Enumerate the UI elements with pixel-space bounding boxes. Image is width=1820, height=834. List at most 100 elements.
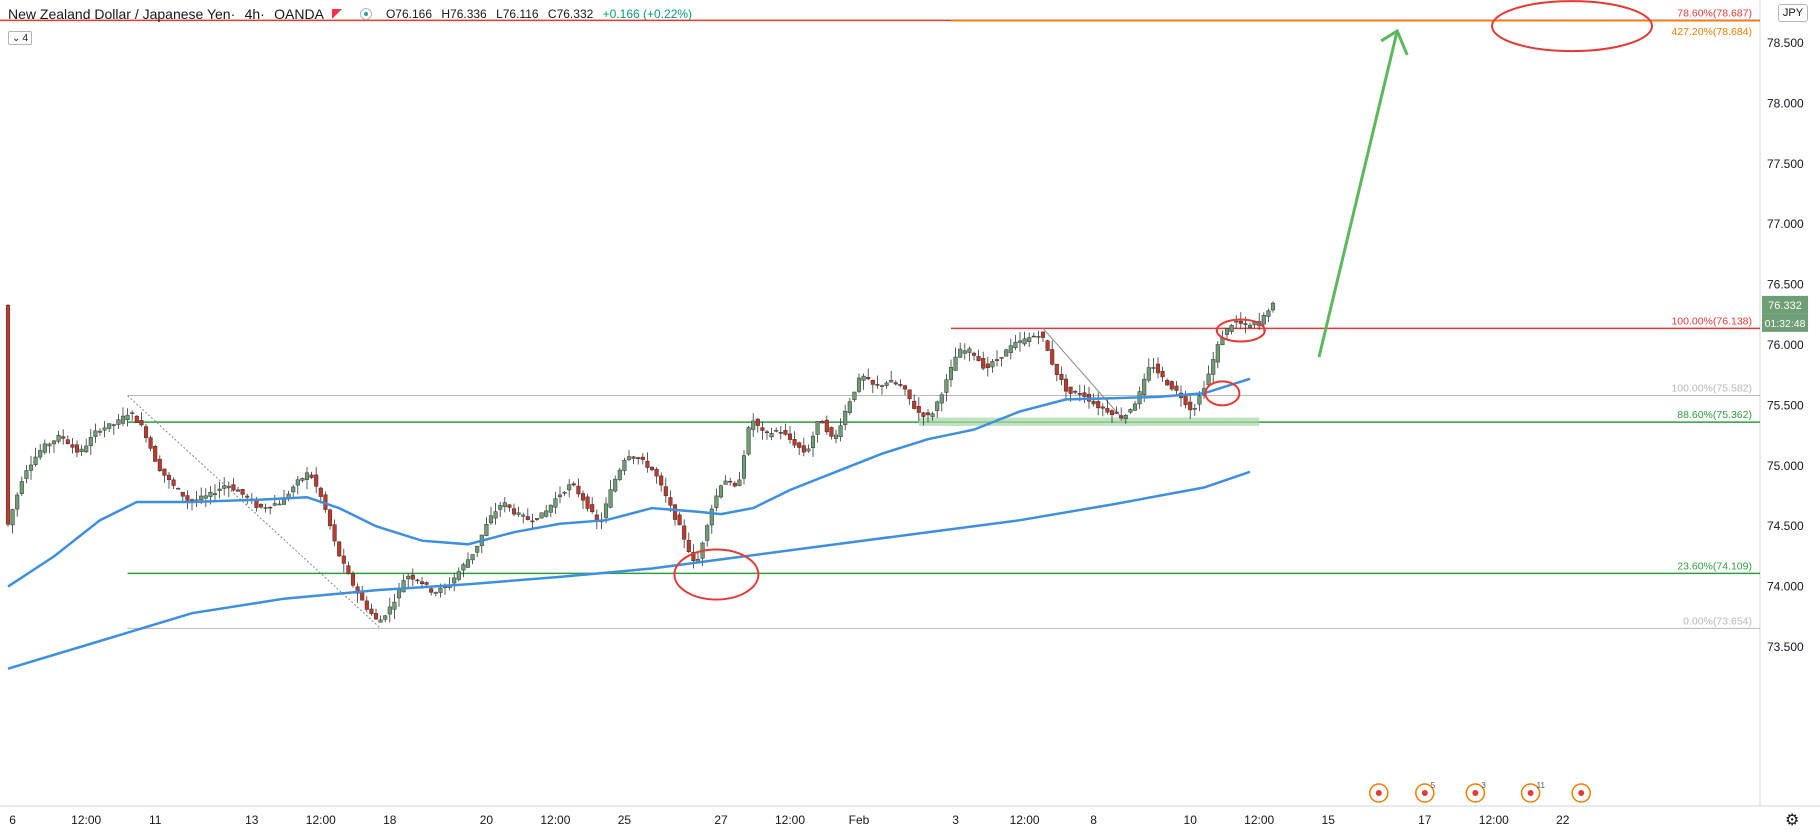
candle-body [231, 484, 236, 491]
candle-body [125, 414, 130, 421]
candle-body [525, 516, 530, 520]
candle-body [760, 427, 765, 431]
y-tick-label: 75.000 [1767, 459, 1804, 473]
candle-body [548, 504, 553, 513]
candle-body [171, 479, 176, 486]
annotation-circle[interactable] [1204, 380, 1241, 407]
candle-body [24, 470, 29, 479]
candle-body [300, 478, 305, 481]
candle-body [240, 488, 245, 495]
indicator-count: 4 [22, 32, 28, 44]
fib-level-label: 100.00%(75.582) [1671, 382, 1752, 394]
candle-body [1114, 411, 1119, 414]
candle-body [493, 511, 498, 519]
projection-arrow[interactable] [1317, 30, 1399, 358]
candle-body [1165, 380, 1170, 386]
candle-body [1215, 344, 1220, 363]
interval-label[interactable]: 4h [244, 6, 261, 22]
candle-body [484, 523, 489, 536]
candle-body [10, 509, 15, 526]
candle-body [889, 380, 894, 383]
candle-body [502, 502, 507, 507]
candle-body [84, 445, 89, 453]
annotation-circle[interactable] [1215, 318, 1266, 343]
candle-body [737, 479, 742, 486]
candle-body [1261, 315, 1266, 325]
candle-body [613, 478, 618, 492]
candle-body [410, 574, 415, 580]
chevron-down-icon: ⌄ [12, 32, 21, 44]
candle-body [626, 456, 632, 460]
annotation-circle[interactable] [673, 548, 760, 601]
candle-body [263, 507, 268, 509]
candle-body [199, 495, 204, 501]
x-tick-label: Feb [849, 813, 870, 827]
candle-body [222, 485, 227, 489]
ma-fast-line[interactable] [7, 377, 1251, 588]
candle-body [1045, 340, 1050, 351]
flag-icon[interactable] [331, 9, 342, 19]
fib-trend-line[interactable] [127, 395, 381, 629]
candle-body [438, 587, 443, 593]
candle-body [907, 389, 912, 400]
candle-body [971, 352, 977, 356]
candle-body [806, 448, 811, 452]
indicator-toggle[interactable]: ⌄ 4 [8, 31, 32, 45]
candle-body [272, 503, 277, 506]
candle-body [166, 474, 172, 480]
candle-body [1146, 367, 1151, 381]
last-price-label: 76.332 [1768, 300, 1802, 312]
support-zone[interactable] [918, 417, 1260, 426]
x-tick-label: 18 [383, 813, 397, 827]
candle-body [516, 512, 521, 515]
candle-body [1119, 415, 1124, 419]
ma-slow-line[interactable] [7, 470, 1251, 670]
candle-body [15, 494, 20, 510]
candle-body [337, 541, 342, 557]
x-tick-label: 3 [952, 813, 959, 827]
candle-body [217, 488, 222, 491]
symbol-title[interactable]: New Zealand Dollar / Japanese Yen [8, 6, 231, 22]
candle-body [714, 495, 719, 509]
candle-body [902, 385, 908, 390]
candle-body [631, 456, 636, 459]
x-tick-label: 12:00 [306, 813, 336, 827]
candle-body [309, 474, 314, 478]
y-tick-label: 77.500 [1767, 157, 1804, 171]
candle-body [884, 382, 889, 386]
candle-body [645, 460, 650, 468]
candle-body [51, 440, 57, 445]
candle-body [856, 377, 862, 392]
candle-body [705, 525, 710, 541]
annotation-circle[interactable] [1491, 0, 1653, 53]
candle-body [829, 427, 834, 437]
y-tick-label: 76.500 [1767, 278, 1804, 292]
candle-body [1188, 401, 1193, 411]
candle-body [1128, 409, 1133, 413]
x-tick-label: 25 [618, 813, 632, 827]
candle-body [783, 430, 788, 435]
ohlc-values: O76.166 H76.336 L76.116 C76.332 +0.166 (… [386, 7, 698, 21]
gear-icon[interactable]: ⚙ [1785, 812, 1800, 829]
broker-label: OANDA [274, 6, 324, 22]
currency-badge[interactable]: JPY [1778, 4, 1808, 22]
x-tick-label: 6 [9, 813, 16, 827]
candle-body [235, 489, 241, 492]
candle-body [268, 506, 273, 509]
candle-body [981, 357, 986, 369]
candle-body [668, 497, 673, 506]
candle-body [539, 512, 544, 519]
fib-trend-line[interactable] [1042, 327, 1127, 423]
low-value: L76.116 [496, 7, 539, 21]
economic-event-dot [1578, 790, 1585, 796]
candle-body [852, 391, 857, 401]
candle-body [843, 410, 848, 426]
candle-body [433, 592, 438, 594]
high-value: H76.336 [441, 7, 487, 21]
arrow-head-icon [1380, 28, 1409, 56]
candle-body [875, 384, 880, 386]
candle-body [295, 479, 300, 486]
candle-body [751, 420, 756, 430]
candle-body [1008, 345, 1013, 353]
